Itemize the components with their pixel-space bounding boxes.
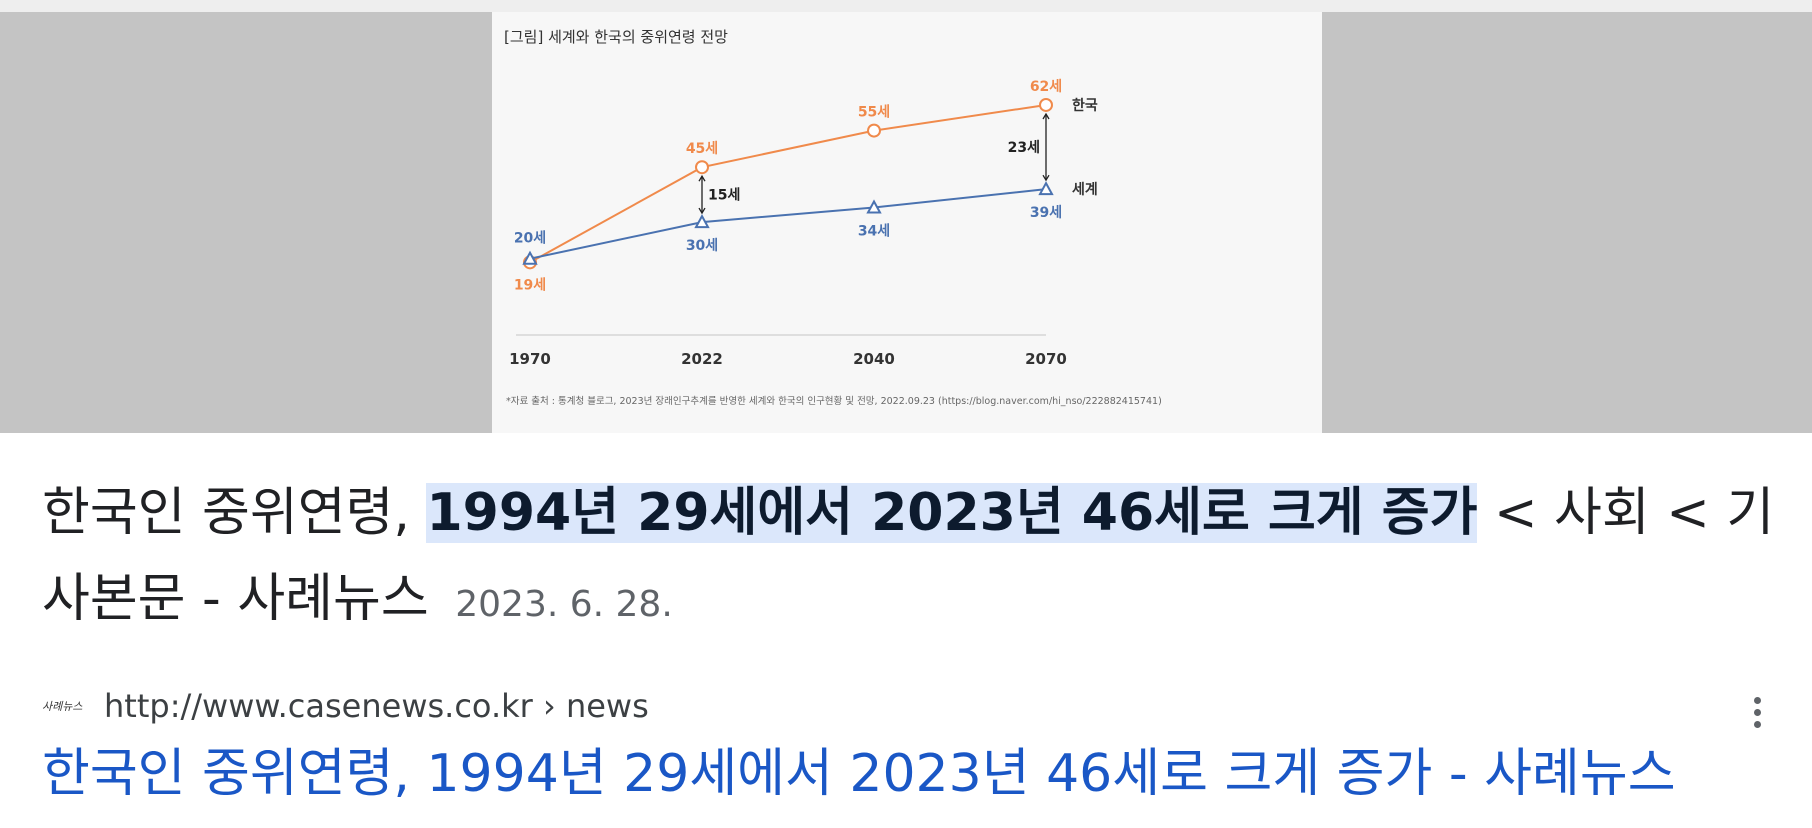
hero-image-band[interactable]: [그림] 세계와 한국의 중위연령 전망 1970 2022 2040 2070 19세… <box>0 12 1812 433</box>
result-title[interactable]: 한국인 중위연령, 1994년 29세에서 2023년 46세로 크게 증가 <… <box>42 470 1782 648</box>
data-label: 39세 <box>1030 205 1062 221</box>
source-row[interactable]: 사례뉴스 http://www.casenews.co.kr › news <box>42 686 649 726</box>
median-age-chart: [그림] 세계와 한국의 중위연령 전망 1970 2022 2040 2070 19세… <box>504 28 1162 407</box>
data-label: 34세 <box>858 223 890 239</box>
data-label: 30세 <box>686 238 718 254</box>
gap-arrow-head <box>698 207 706 215</box>
result-title-highlight[interactable]: 1994년 29세에서 2023년 46세로 크게 증가 <box>426 483 1478 543</box>
world-point-marker <box>522 250 538 265</box>
series-line-korea <box>529 103 1047 264</box>
chart-source-note: *자료 출처 : 통계청 블로그, 2023년 장래인구추계를 반영한 세계와 … <box>506 395 1162 407</box>
korea-point-marker <box>695 160 709 175</box>
gap-annotation-label: 23세 <box>1008 140 1040 156</box>
data-label: 55세 <box>858 105 890 121</box>
more-options-button[interactable] <box>1740 692 1774 732</box>
median-age-chart-image[interactable]: [그림] 세계와 한국의 중위연령 전망 1970 2022 2040 2070 19세… <box>492 12 1322 433</box>
gap-arrow-head <box>698 174 706 182</box>
series-name-label: 세계 <box>1072 182 1098 198</box>
x-tick-label: 2070 <box>1025 350 1067 368</box>
series-line-world <box>529 188 1047 260</box>
x-tick-label: 2022 <box>681 350 723 368</box>
world-point-marker <box>1038 181 1054 196</box>
result-title-prefix[interactable]: 한국인 중위연령, <box>42 483 427 543</box>
data-label: 62세 <box>1030 79 1062 95</box>
gap-annotation-label: 15세 <box>708 188 740 204</box>
data-label: 45세 <box>686 141 718 157</box>
gap-arrow-head <box>1042 112 1050 120</box>
result-link-title[interactable]: 한국인 중위연령, 1994년 29세에서 2023년 46세로 크게 증가 -… <box>42 744 1676 804</box>
result-date: 2023. 6. 28. <box>455 584 673 625</box>
x-tick-label: 1970 <box>509 350 551 368</box>
chart-title: [그림] 세계와 한국의 중위연령 전망 <box>504 28 728 46</box>
site-favicon-icon: 사례뉴스 <box>42 700 83 713</box>
x-tick-label: 2040 <box>853 350 895 368</box>
korea-point-marker <box>1039 97 1053 112</box>
dot-icon <box>1753 720 1761 728</box>
gap-arrow-head <box>1042 174 1050 182</box>
data-label: 20세 <box>514 231 546 247</box>
world-point-marker <box>866 199 882 214</box>
world-point-marker <box>694 214 710 229</box>
korea-point-marker <box>867 123 881 138</box>
dot-icon <box>1753 696 1761 704</box>
source-url[interactable]: http://www.casenews.co.kr › news <box>104 687 649 725</box>
series-name-label: 한국 <box>1072 98 1098 114</box>
data-label: 19세 <box>514 277 546 293</box>
dot-icon <box>1753 708 1761 716</box>
result-title-suffix[interactable]: < 사회 < 기사본문 - 사례뉴스 <box>42 483 1775 629</box>
top-divider <box>0 0 1812 12</box>
